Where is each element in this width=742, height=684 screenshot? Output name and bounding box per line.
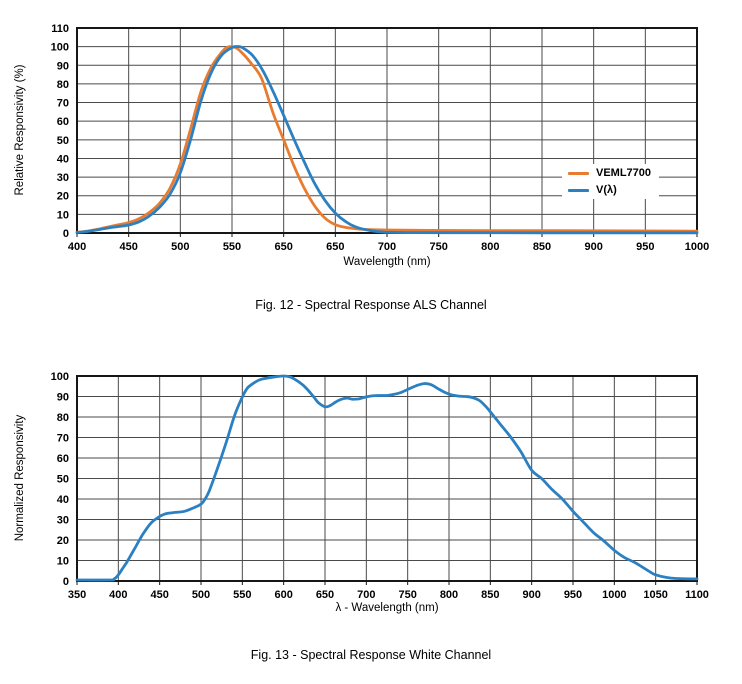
chart2-x-axis-title: λ - Wavelength (nm) bbox=[335, 602, 439, 614]
x-tick-label: 450 bbox=[119, 241, 137, 253]
x-tick-label: 850 bbox=[533, 241, 551, 253]
figure-13-caption: Fig. 13 - Spectral Response White Channe… bbox=[250, 648, 492, 662]
y-tick-label: 40 bbox=[57, 153, 69, 165]
y-tick-label: 10 bbox=[57, 209, 69, 221]
legend-item-veml7700: VEML7700 bbox=[568, 167, 651, 179]
y-tick-label: 50 bbox=[57, 474, 69, 486]
x-tick-label: 1000 bbox=[685, 241, 709, 253]
x-tick-label: 750 bbox=[429, 241, 447, 253]
x-tick-label: 950 bbox=[636, 241, 654, 253]
legend-label-veml7700: VEML7700 bbox=[596, 167, 652, 179]
figure-12-caption: Fig. 12 - Spectral Response ALS Channel bbox=[255, 298, 487, 312]
legend-label-v-lambda: V(λ) bbox=[596, 184, 617, 196]
x-tick-label: 550 bbox=[233, 589, 251, 601]
y-tick-label: 80 bbox=[57, 412, 69, 424]
x-tick-label: 350 bbox=[68, 589, 86, 601]
x-tick-label: 450 bbox=[150, 589, 168, 601]
y-tick-label: 20 bbox=[57, 535, 69, 547]
x-tick-label: 500 bbox=[192, 589, 210, 601]
x-tick-label: 800 bbox=[440, 589, 458, 601]
y-tick-label: 90 bbox=[57, 392, 69, 404]
x-tick-label: 850 bbox=[481, 589, 499, 601]
y-tick-label: 100 bbox=[51, 371, 69, 383]
x-tick-label: 1100 bbox=[685, 589, 709, 601]
x-tick-label: 600 bbox=[274, 589, 292, 601]
y-tick-label: 40 bbox=[57, 494, 69, 506]
y-tick-label: 0 bbox=[63, 576, 69, 588]
legend-item-v-lambda: V(λ) bbox=[568, 184, 651, 196]
x-tick-label: 750 bbox=[398, 589, 416, 601]
y-tick-label: 30 bbox=[57, 172, 69, 184]
x-tick-label: 650 bbox=[326, 241, 344, 253]
chart1-plot-area: 400 450 500 550 650 650 700 750 800 850 900 950 1000… bbox=[51, 23, 710, 253]
x-tick-label: 650 bbox=[274, 241, 292, 253]
chart2-y-axis-title: Normalized Responsivity bbox=[14, 414, 26, 542]
y-tick-label: 0 bbox=[63, 228, 69, 240]
y-tick-label: 10 bbox=[57, 556, 69, 568]
x-tick-label: 1050 bbox=[643, 589, 667, 601]
y-tick-label: 70 bbox=[57, 98, 69, 110]
y-tick-label: 80 bbox=[57, 79, 69, 91]
x-tick-label: 550 bbox=[223, 241, 241, 253]
series-v- bbox=[75, 45, 699, 235]
legend-swatch-v-lambda bbox=[568, 188, 589, 192]
chart1-legend: VEML7700 V(λ) bbox=[562, 164, 660, 199]
x-tick-label: 400 bbox=[68, 241, 86, 253]
x-tick-label: 650 bbox=[316, 589, 334, 601]
y-tick-label: 20 bbox=[57, 191, 69, 203]
chart1-x-axis-title: Wavelength (nm) bbox=[343, 256, 431, 268]
chart1-y-axis-title: Relative Responsivity (%) bbox=[14, 64, 26, 196]
x-tick-label: 400 bbox=[109, 589, 127, 601]
y-tick-label: 60 bbox=[57, 453, 69, 465]
x-tick-label: 700 bbox=[357, 589, 375, 601]
y-tick-label: 110 bbox=[51, 23, 69, 35]
series-white-channel bbox=[75, 374, 699, 582]
y-tick-label: 50 bbox=[57, 135, 69, 147]
legend-swatch-veml7700 bbox=[568, 171, 589, 175]
plot-border bbox=[76, 375, 698, 582]
y-tick-label: 30 bbox=[57, 515, 69, 527]
y-tick-label: 70 bbox=[57, 433, 69, 445]
x-tick-label: 700 bbox=[378, 241, 396, 253]
chart2-plot-area: 350 400 450 500 550 600 650 700 750 800 850 900 950 1… bbox=[51, 371, 709, 601]
y-tick-label: 60 bbox=[57, 116, 69, 128]
x-tick-label: 950 bbox=[564, 589, 582, 601]
x-tick-label: 900 bbox=[584, 241, 602, 253]
y-tick-label: 90 bbox=[57, 60, 69, 72]
x-tick-label: 1000 bbox=[602, 589, 626, 601]
x-tick-label: 500 bbox=[171, 241, 189, 253]
y-tick-label: 100 bbox=[51, 42, 69, 54]
x-tick-label: 900 bbox=[522, 589, 540, 601]
x-tick-label: 800 bbox=[481, 241, 499, 253]
